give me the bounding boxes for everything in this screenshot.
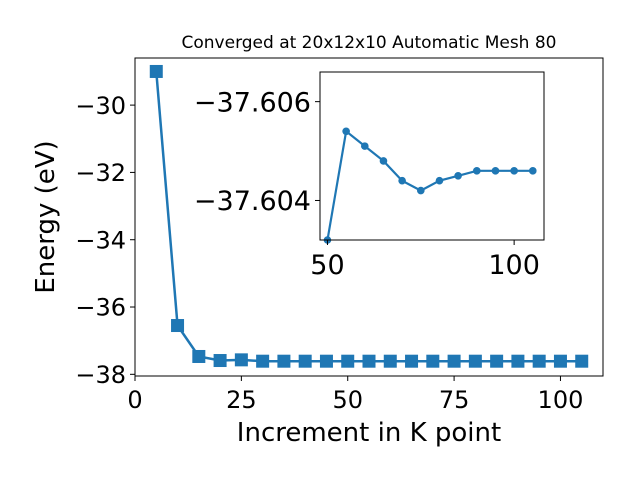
inset-plot-frame [319, 71, 545, 241]
main-data-point [490, 354, 504, 368]
main-plot-frame [134, 57, 604, 377]
y-axis-title: Energy (eV) [31, 140, 61, 293]
main-data-point [171, 319, 185, 333]
main-y-tick-label: −34 [75, 226, 126, 254]
inset-y-ticks: −37.606 −37.604 [194, 87, 320, 217]
inset-plot: 50 100 −37.606 −37.604 [194, 71, 545, 281]
main-data-point [468, 354, 482, 368]
inset-data-point [379, 157, 388, 165]
inset-data-point [435, 176, 444, 185]
main-data-point [256, 354, 270, 368]
inset-x-ticks: 50 100 [310, 240, 540, 281]
inset-x-tick-label: 100 [488, 250, 540, 281]
main-data-point [383, 354, 397, 368]
main-x-tick-label: 75 [439, 386, 470, 414]
main-data-point [511, 354, 525, 368]
main-series [149, 64, 589, 368]
main-plot: Converged at 20x12x10 Automatic Mesh 80 … [31, 33, 604, 448]
main-y-tick-label: −36 [75, 294, 126, 322]
main-data-point [362, 354, 376, 368]
inset-data-point [417, 186, 425, 195]
main-x-ticks: 0 25 50 75 100 [127, 376, 583, 414]
main-data-point [234, 353, 248, 367]
inset-series [323, 127, 537, 244]
main-y-tick-label: −32 [75, 159, 126, 187]
main-data-point [149, 64, 163, 78]
inset-data-point [361, 142, 369, 150]
inset-data-point [473, 167, 481, 175]
inset-data-point [510, 167, 518, 175]
main-data-point [319, 354, 333, 368]
main-x-tick-label: 25 [226, 386, 257, 414]
main-x-tick-label: 50 [332, 386, 363, 414]
main-y-tick-label: −38 [75, 361, 126, 389]
inset-background [320, 72, 544, 240]
inset-y-tick-label: −37.606 [194, 87, 311, 118]
inset-y-tick-label: −37.604 [194, 186, 311, 217]
main-data-point [277, 354, 291, 368]
chart-title: Converged at 20x12x10 Automatic Mesh 80 [182, 33, 557, 53]
main-data-point [575, 354, 589, 368]
inset-data-point [398, 176, 406, 185]
main-data-point [532, 354, 546, 368]
main-y-tick-label: −30 [75, 92, 126, 120]
main-data-point [192, 349, 206, 363]
main-data-point [426, 354, 440, 368]
inset-data-point [342, 127, 350, 136]
main-data-point [447, 354, 461, 368]
main-data-point [405, 354, 419, 368]
main-data-point [553, 354, 567, 368]
inset-data-point [454, 171, 462, 180]
inset-x-tick-label: 50 [310, 250, 344, 281]
x-axis-title: Increment in K point [237, 418, 501, 448]
main-y-ticks: −38 −36 −34 −32 −30 [75, 92, 135, 389]
main-data-point [298, 354, 312, 368]
main-x-tick-label: 0 [127, 386, 142, 414]
main-x-tick-label: 100 [538, 386, 584, 414]
main-data-point [341, 354, 355, 368]
inset-data-point [491, 167, 500, 175]
inset-data-point [529, 167, 537, 175]
main-data-point [213, 354, 227, 368]
